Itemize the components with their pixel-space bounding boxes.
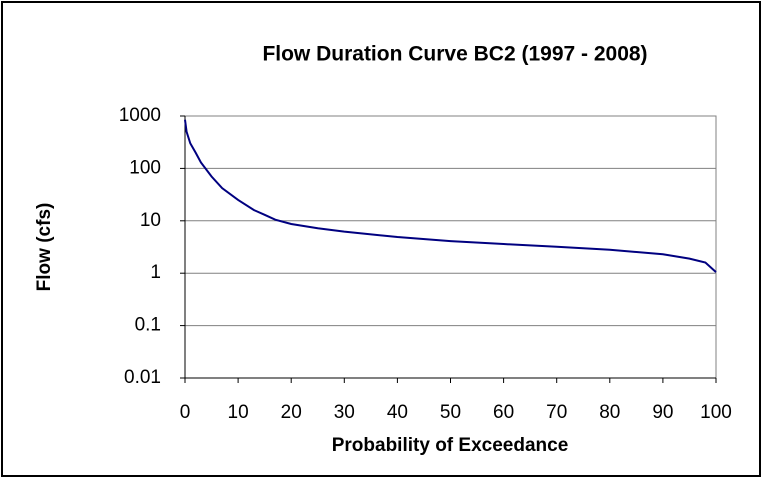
plot-area	[184, 115, 717, 379]
x-tick-label: 50	[440, 402, 461, 423]
x-tick-label: 40	[387, 402, 408, 423]
x-tick-label: 70	[546, 402, 567, 423]
x-tick-label: 10	[228, 402, 249, 423]
y-tick-label: 0.01	[124, 367, 161, 388]
x-tick-label: 60	[493, 402, 514, 423]
x-tick-label: 30	[334, 402, 355, 423]
y-tick-label: 1	[150, 262, 161, 283]
x-tick-label: 100	[700, 402, 732, 423]
y-tick-label: 100	[129, 157, 161, 178]
y-axis-label: Flow (cfs)	[34, 203, 55, 292]
x-tick-label: 0	[180, 402, 191, 423]
y-tick-label: 10	[140, 210, 161, 231]
x-axis-label: Probability of Exceedance	[332, 435, 569, 456]
x-tick-label: 20	[281, 402, 302, 423]
x-tick-label: 80	[599, 402, 620, 423]
y-tick-label: 0.1	[135, 315, 161, 336]
x-tick-label: 90	[652, 402, 673, 423]
data-line	[184, 119, 717, 273]
y-tick-label: 1000	[119, 105, 161, 126]
chart-title: Flow Duration Curve BC2 (1997 - 2008)	[262, 43, 647, 66]
